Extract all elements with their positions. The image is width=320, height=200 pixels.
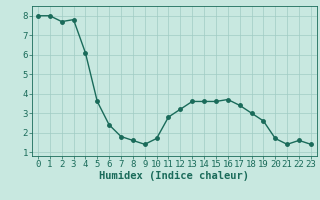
X-axis label: Humidex (Indice chaleur): Humidex (Indice chaleur) bbox=[100, 171, 249, 181]
